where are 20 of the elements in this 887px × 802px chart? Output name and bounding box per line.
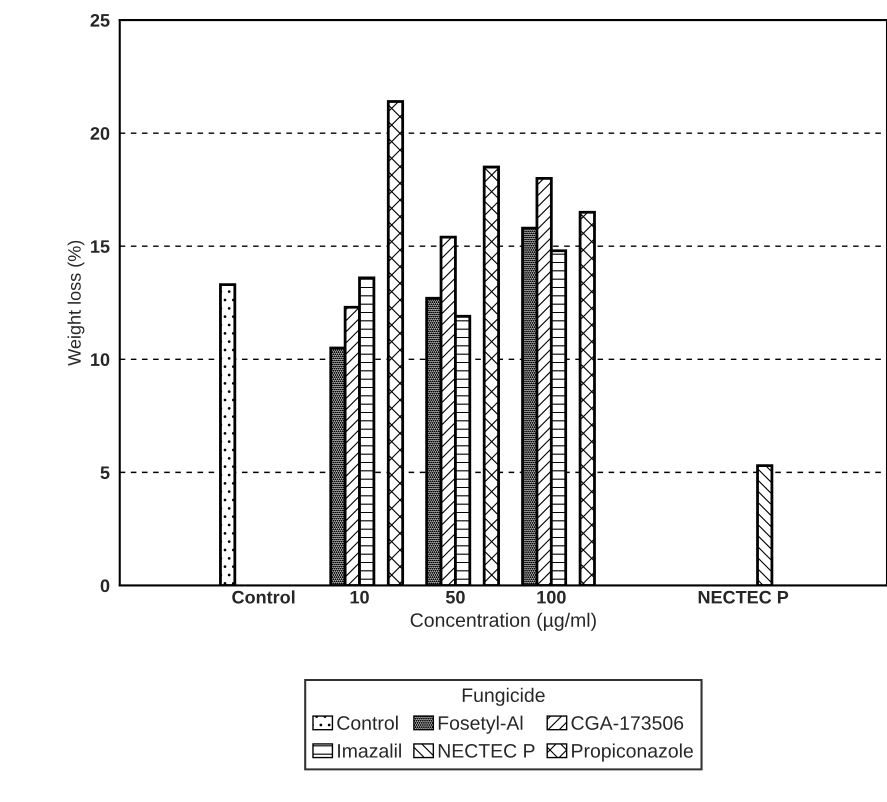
- x-tick-label: 10: [350, 590, 369, 604]
- y-tick-label: 5: [100, 466, 110, 480]
- y-tick-label: 10: [91, 353, 110, 366]
- y-tick-label: 15: [91, 240, 110, 253]
- legend-title: Fungicide: [462, 688, 545, 706]
- legend-label: Propiconazole: [572, 743, 693, 762]
- legend-label: Control: [337, 716, 398, 730]
- x-tick-label: 50: [446, 590, 465, 604]
- y-tick-label: 20: [90, 127, 110, 140]
- y-axis-title: Weight loss (%): [68, 240, 84, 366]
- x-tick-label: Control: [232, 590, 294, 604]
- y-tick-label: 0: [100, 579, 110, 592]
- x-tick-label: NECTEC P: [698, 590, 788, 604]
- legend-label: NECTEC P: [438, 744, 535, 758]
- legend-label: Imazalil: [338, 743, 401, 758]
- legend-label: CGA-173506: [572, 716, 684, 730]
- legend-label: Fosetyl-Al: [438, 716, 522, 734]
- x-axis-title: Concentration (µg/ml): [410, 612, 596, 631]
- y-tick-label: 25: [90, 14, 110, 27]
- x-tick-label: 100: [537, 590, 566, 604]
